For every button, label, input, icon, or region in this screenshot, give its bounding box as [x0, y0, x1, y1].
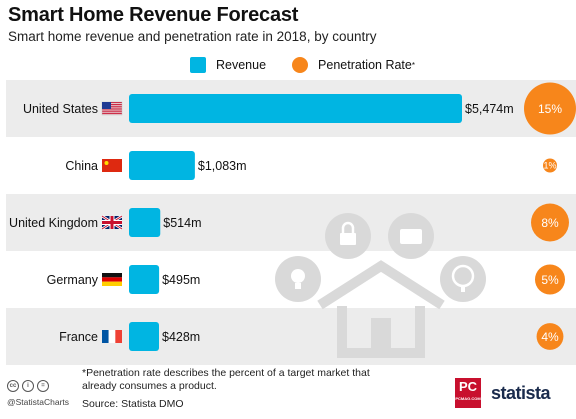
revenue-value-label: $514m — [163, 216, 201, 230]
lock-icon-body — [340, 233, 356, 245]
source-note: Source: Statista DMO — [82, 398, 184, 410]
us-flag-stripe — [102, 102, 122, 104]
revenue-bar — [129, 265, 160, 294]
penetration-value-label: 4% — [541, 330, 559, 344]
legend-item-penetration: Penetration Rate * — [292, 57, 415, 73]
house-icon-door — [371, 318, 391, 354]
china-flag-star — [104, 161, 109, 165]
france-flag-blue — [102, 330, 109, 343]
chart-title: Smart Home Revenue Forecast — [8, 4, 299, 26]
lightbulb-icon-base — [295, 283, 301, 289]
chart-subtitle: Smart home revenue and penetration rate … — [8, 29, 377, 44]
legend: Revenue Penetration Rate * — [190, 57, 441, 73]
uk-flag-red-h — [102, 221, 122, 224]
china-flag-icon — [102, 159, 122, 172]
legend-item-revenue: Revenue — [190, 57, 266, 73]
pcmag-logo: PC PCMAG.COM — [455, 378, 481, 408]
revenue-value-label: $428m — [162, 330, 200, 344]
penetration-circle — [524, 82, 576, 135]
penetration-circle — [543, 158, 557, 173]
revenue-bar — [129, 208, 161, 237]
penetration-circle — [534, 264, 566, 295]
category-label: China — [65, 159, 98, 173]
penetration-value-label: 5% — [541, 273, 559, 287]
row-band — [6, 308, 576, 365]
us-flag-stripe — [102, 105, 122, 107]
no-derivatives-icon: = — [37, 380, 49, 392]
twitter-handle: @StatistaCharts — [7, 397, 70, 407]
license-icons: cc i = — [7, 380, 52, 392]
penetration-value-label: 1% — [543, 161, 556, 171]
france-flag-icon — [102, 330, 122, 343]
revenue-bar — [129, 151, 195, 180]
footnote: *Penetration rate describes the percent … — [82, 367, 370, 392]
uk-flag-icon — [101, 214, 123, 231]
smart-home-illustration — [275, 213, 486, 358]
us-flag-icon — [101, 101, 123, 116]
revenue-value-label: $495m — [162, 273, 200, 287]
attribution-icon: i — [22, 380, 34, 392]
revenue-value-label: $1,083m — [198, 159, 247, 173]
category-label: France — [59, 330, 98, 344]
cc-icon: cc — [7, 380, 19, 392]
germany-flag-black — [102, 273, 122, 278]
us-flag-stripe — [102, 109, 122, 111]
legend-swatch-penetration — [292, 57, 309, 73]
tv-icon-screen — [400, 229, 422, 244]
lightbulb-icon-bulb — [291, 269, 305, 283]
legend-label-penetration: Penetration Rate — [318, 58, 412, 72]
us-flag-stripe — [102, 111, 122, 113]
germany-flag-icon — [102, 273, 122, 286]
legend-asterisk: * — [411, 60, 415, 70]
germany-flag-gold — [102, 281, 122, 286]
lock-icon-shackle — [341, 221, 355, 233]
france-flag-white — [108, 330, 116, 343]
fan-icon-bg — [440, 256, 486, 302]
penetration-circle — [536, 323, 564, 350]
category-label: United Kingdom — [9, 216, 98, 230]
revenue-bar — [129, 322, 159, 351]
us-flag-stripe — [102, 113, 122, 115]
category-label: United States — [23, 102, 98, 116]
us-flag-canton — [102, 102, 111, 109]
penetration-value-label: 15% — [538, 102, 562, 116]
category-label: Germany — [47, 273, 99, 287]
house-icon-roof — [317, 260, 445, 310]
statista-logo: statista — [491, 383, 551, 403]
fan-icon-stand — [461, 286, 465, 292]
revenue-value-label: $5,474m — [465, 102, 514, 116]
france-flag-red — [115, 330, 122, 343]
germany-flag-red — [102, 277, 122, 282]
row-band — [6, 194, 576, 251]
legend-label-revenue: Revenue — [216, 58, 267, 72]
us-flag-stripe — [102, 103, 122, 105]
us-flag-stripe — [102, 107, 122, 109]
penetration-value-label: 8% — [541, 216, 559, 230]
china-flag-field — [102, 159, 122, 172]
revenue-bar — [129, 94, 462, 123]
legend-swatch-revenue — [190, 57, 206, 73]
penetration-circle — [531, 203, 569, 242]
